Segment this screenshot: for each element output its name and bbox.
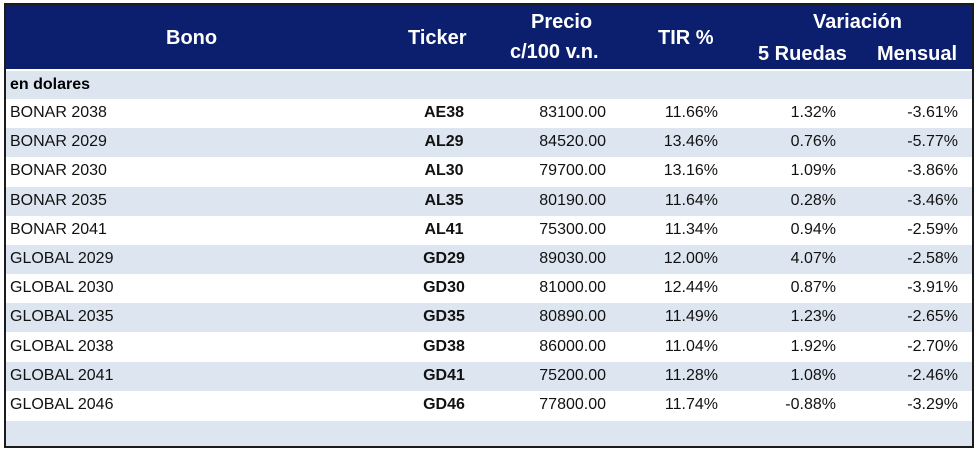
- cell-mensual: -3.86%: [907, 162, 958, 179]
- table-row: BONAR 2035 AL35 80190.00 11.64% 0.28% -3.46%: [6, 187, 972, 216]
- table-row: GLOBAL 2041 GD41 75200.00 11.28% 1.08% -2.46%: [6, 362, 972, 391]
- cell-precio: 80890.00: [539, 308, 606, 325]
- cell-tir: 11.34%: [664, 221, 718, 238]
- cell-bono: BONAR 2030: [10, 162, 107, 179]
- table-row: GLOBAL 2046 GD46 77800.00 11.74% -0.88% -3.29…: [6, 391, 972, 420]
- table-row: GLOBAL 2030 GD30 81000.00 12.44% 0.87% -3.91%: [6, 274, 972, 303]
- cell-ticker: AE38: [423, 104, 465, 121]
- section-row: en dolares: [6, 71, 972, 99]
- cell-tir: 11.66%: [664, 104, 718, 121]
- cell-5-ruedas: 0.87%: [790, 279, 836, 296]
- cell-mensual: -5.77%: [907, 133, 958, 150]
- table-row: GLOBAL 2038 GD38 86000.00 11.04% 1.92% -2.70%: [6, 333, 972, 362]
- section-label: en dolares: [10, 76, 91, 93]
- header-variacion: Variación: [813, 11, 902, 33]
- cell-precio: 81000.00: [539, 279, 606, 296]
- cell-precio: 83100.00: [539, 104, 606, 121]
- cell-ticker: AL41: [424, 221, 464, 238]
- header-tir: TIR %: [658, 27, 714, 49]
- cell-precio: 86000.00: [539, 338, 606, 355]
- cell-ticker: GD46: [423, 396, 465, 413]
- cell-bono: BONAR 2038: [10, 104, 107, 121]
- cell-5-ruedas: 1.23%: [790, 308, 836, 325]
- cell-mensual: -2.65%: [907, 308, 958, 325]
- cell-ticker: AL29: [424, 133, 464, 150]
- cell-precio: 75300.00: [539, 221, 606, 238]
- cell-tir: 12.00%: [663, 250, 718, 267]
- cell-bono: GLOBAL 2046: [10, 396, 114, 413]
- cell-tir: 11.74%: [664, 396, 718, 413]
- cell-precio: 84520.00: [539, 133, 606, 150]
- cell-5-ruedas: 1.08%: [790, 367, 836, 384]
- cell-mensual: -2.46%: [907, 367, 958, 384]
- cell-precio: 79700.00: [539, 162, 606, 179]
- header-ticker: Ticker: [408, 27, 467, 49]
- table-row: BONAR 2038 AE38 83100.00 11.66% 1.32% -3.61%: [6, 99, 972, 128]
- cell-ticker: GD30: [423, 279, 465, 296]
- cell-tir: 11.64%: [664, 192, 718, 209]
- cell-mensual: -3.29%: [907, 396, 958, 413]
- header-precio-line2: c/100 v.n.: [510, 41, 599, 63]
- cell-bono: GLOBAL 2029: [10, 250, 114, 267]
- cell-ticker: GD35: [423, 308, 465, 325]
- table-header: Bono Ticker Precio c/100 v.n. TIR % Vari…: [6, 5, 972, 69]
- cell-mensual: -2.70%: [907, 338, 958, 355]
- table-row: BONAR 2041 AL41 75300.00 11.34% 0.94% -2.59%: [6, 216, 972, 245]
- cell-ticker: AL30: [424, 162, 464, 179]
- cell-bono: GLOBAL 2041: [10, 367, 114, 384]
- cell-ticker: GD29: [423, 250, 465, 267]
- table-row: GLOBAL 2035 GD35 80890.00 11.49% 1.23% -2.65%: [6, 303, 972, 332]
- header-bono: Bono: [166, 27, 218, 49]
- header-mensual: Mensual: [877, 43, 958, 65]
- cell-5-ruedas: 0.28%: [790, 192, 836, 209]
- cell-tir: 12.44%: [663, 279, 718, 296]
- cell-mensual: -3.61%: [907, 104, 958, 121]
- cell-5-ruedas: 0.76%: [790, 133, 836, 150]
- cell-ticker: GD41: [423, 367, 465, 384]
- cell-ticker: GD38: [423, 338, 465, 355]
- cell-precio: 80190.00: [539, 192, 606, 209]
- cell-bono: BONAR 2041: [10, 221, 107, 238]
- cell-tir: 11.04%: [664, 338, 718, 355]
- cell-5-ruedas: 1.92%: [790, 338, 836, 355]
- header-precio-line1: Precio: [531, 11, 593, 33]
- cell-mensual: -3.46%: [907, 192, 958, 209]
- table-row: BONAR 2030 AL30 79700.00 13.16% 1.09% -3.86%: [6, 157, 972, 186]
- table-row: BONAR 2029 AL29 84520.00 13.46% 0.76% -5.77%: [6, 128, 972, 157]
- header-5-ruedas: 5 Ruedas: [758, 43, 847, 65]
- cell-mensual: -2.58%: [907, 250, 958, 267]
- table-footer: [6, 421, 972, 446]
- cell-5-ruedas: 4.07%: [790, 250, 836, 267]
- cell-bono: GLOBAL 2030: [10, 279, 114, 296]
- cell-5-ruedas: 1.32%: [790, 104, 836, 121]
- cell-5-ruedas: 0.94%: [790, 221, 836, 238]
- cell-bono: BONAR 2035: [10, 192, 107, 209]
- cell-5-ruedas: -0.88%: [785, 396, 836, 413]
- cell-tir: 13.46%: [663, 133, 718, 150]
- table-row: GLOBAL 2029 GD29 89030.00 12.00% 4.07% -2.58%: [6, 245, 972, 274]
- cell-precio: 75200.00: [539, 367, 606, 384]
- cell-tir: 13.16%: [663, 162, 718, 179]
- cell-ticker: AL35: [424, 192, 464, 209]
- cell-bono: GLOBAL 2038: [10, 338, 114, 355]
- cell-precio: 77800.00: [539, 396, 606, 413]
- cell-5-ruedas: 1.09%: [790, 162, 836, 179]
- bond-table: Bono Ticker Precio c/100 v.n. TIR % Vari…: [4, 3, 974, 448]
- cell-bono: GLOBAL 2035: [10, 308, 114, 325]
- cell-mensual: -2.59%: [907, 221, 958, 238]
- cell-tir: 11.28%: [664, 367, 718, 384]
- cell-precio: 89030.00: [539, 250, 606, 267]
- cell-tir: 11.49%: [664, 308, 718, 325]
- cell-bono: BONAR 2029: [10, 133, 107, 150]
- cell-mensual: -3.91%: [907, 279, 958, 296]
